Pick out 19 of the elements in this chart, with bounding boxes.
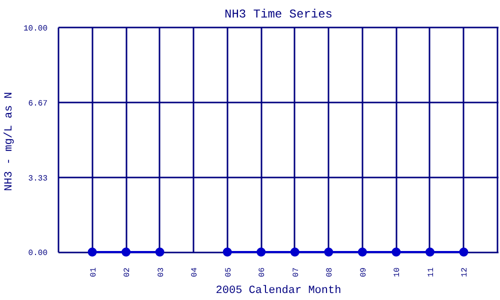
chart-title: NH3 Time Series xyxy=(224,8,333,22)
y-tick-label: 10.00 xyxy=(23,24,48,34)
x-tick-label: 05 xyxy=(224,267,234,278)
x-tick-label: 06 xyxy=(258,267,268,278)
x-tick-label: 04 xyxy=(190,267,200,278)
x-tick-label: 03 xyxy=(156,267,166,278)
x-tick-label: 11 xyxy=(426,267,436,278)
x-axis-title: 2005 Calendar Month xyxy=(216,285,342,298)
x-tick-label: 10 xyxy=(393,267,402,278)
x-tick-label: 07 xyxy=(292,267,301,278)
x-tick-label: 01 xyxy=(89,267,98,278)
y-tick-label: 3.33 xyxy=(28,174,48,184)
x-tick-label: 08 xyxy=(326,267,335,278)
y-tick-label: 0.00 xyxy=(28,249,48,258)
x-tick-label: 02 xyxy=(123,267,132,278)
x-tick-label: 12 xyxy=(460,267,470,278)
x-tick-label: 09 xyxy=(359,267,368,278)
y-tick-label: 6.67 xyxy=(28,99,48,108)
y-axis-title: NH3 - mg/L as N xyxy=(3,92,16,192)
